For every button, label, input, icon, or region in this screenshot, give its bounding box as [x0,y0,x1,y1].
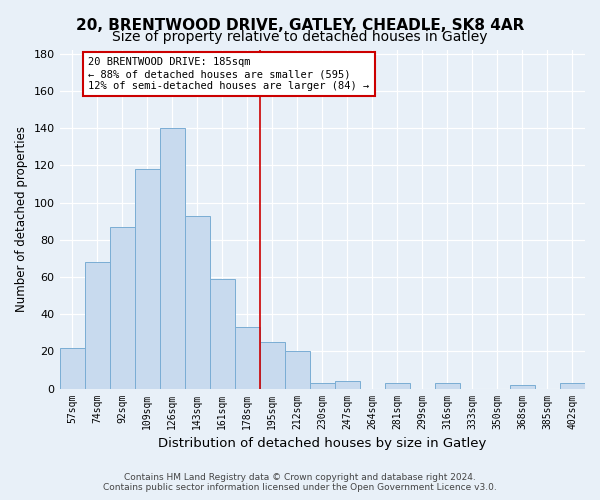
Text: 20 BRENTWOOD DRIVE: 185sqm
← 88% of detached houses are smaller (595)
12% of sem: 20 BRENTWOOD DRIVE: 185sqm ← 88% of deta… [88,58,370,90]
Bar [435,383,460,388]
Bar [310,383,335,388]
Bar [335,381,360,388]
Bar [560,383,585,388]
Bar [285,352,310,389]
Bar [134,169,160,388]
Bar [260,342,285,388]
Bar [235,327,260,388]
Bar [185,216,209,388]
Bar [110,226,134,388]
Bar [209,279,235,388]
Text: Contains HM Land Registry data © Crown copyright and database right 2024.
Contai: Contains HM Land Registry data © Crown c… [103,473,497,492]
Bar [385,383,410,388]
Bar [510,385,535,388]
X-axis label: Distribution of detached houses by size in Gatley: Distribution of detached houses by size … [158,437,487,450]
Y-axis label: Number of detached properties: Number of detached properties [15,126,28,312]
Bar [160,128,185,388]
Bar [85,262,110,388]
Text: Size of property relative to detached houses in Gatley: Size of property relative to detached ho… [112,30,488,44]
Bar [59,348,85,389]
Text: 20, BRENTWOOD DRIVE, GATLEY, CHEADLE, SK8 4AR: 20, BRENTWOOD DRIVE, GATLEY, CHEADLE, SK… [76,18,524,32]
